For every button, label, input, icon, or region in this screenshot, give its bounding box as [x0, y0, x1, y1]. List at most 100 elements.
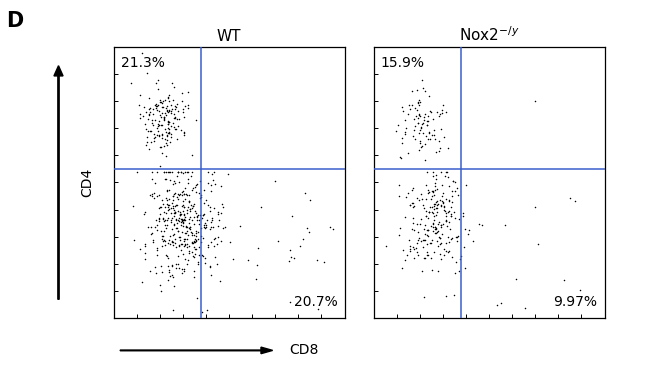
Point: [155, 282, 165, 288]
Point: [187, 169, 197, 174]
Point: [162, 187, 172, 193]
Point: [408, 133, 419, 139]
Point: [530, 204, 540, 210]
Point: [148, 122, 158, 128]
Point: [149, 131, 159, 137]
Point: [431, 176, 441, 182]
Point: [413, 229, 423, 235]
Point: [159, 117, 169, 123]
Point: [437, 231, 447, 237]
Point: [183, 169, 193, 174]
Point: [203, 169, 213, 174]
Point: [198, 212, 208, 218]
Point: [415, 144, 426, 150]
Point: [413, 100, 423, 106]
Point: [453, 268, 463, 274]
Point: [166, 110, 176, 116]
Point: [162, 222, 172, 228]
Point: [159, 209, 169, 215]
Point: [443, 183, 454, 189]
Point: [453, 216, 463, 222]
Point: [191, 228, 202, 234]
Point: [428, 173, 438, 178]
Point: [161, 252, 172, 258]
Point: [147, 191, 157, 197]
Point: [428, 169, 438, 174]
Point: [189, 232, 200, 238]
Point: [413, 100, 423, 105]
Point: [155, 211, 166, 217]
Point: [172, 137, 183, 142]
Point: [164, 269, 174, 275]
Point: [170, 103, 180, 109]
Point: [421, 237, 431, 242]
Point: [164, 108, 174, 114]
Point: [213, 211, 223, 217]
Point: [171, 202, 181, 208]
Point: [179, 114, 189, 119]
Point: [381, 243, 391, 249]
Point: [149, 190, 159, 196]
Point: [175, 211, 185, 217]
Point: [430, 201, 441, 207]
Point: [168, 120, 178, 126]
Point: [427, 220, 437, 226]
Point: [175, 209, 185, 215]
Point: [431, 199, 441, 205]
Point: [189, 254, 200, 260]
Point: [187, 240, 198, 246]
Point: [173, 169, 183, 174]
Point: [142, 128, 153, 134]
Point: [188, 203, 198, 209]
Point: [177, 188, 188, 194]
Point: [177, 199, 188, 204]
Point: [146, 139, 156, 145]
Point: [161, 210, 172, 216]
Point: [176, 169, 186, 174]
Point: [157, 131, 167, 137]
Point: [162, 138, 172, 143]
Point: [441, 110, 451, 115]
Point: [147, 169, 157, 174]
Point: [161, 129, 171, 135]
Point: [189, 221, 200, 227]
Point: [149, 135, 159, 141]
Point: [441, 293, 451, 299]
Point: [172, 123, 183, 129]
Point: [419, 255, 430, 261]
Point: [170, 244, 181, 250]
Point: [207, 215, 217, 221]
Point: [209, 205, 219, 211]
Point: [169, 84, 179, 90]
Point: [430, 183, 440, 189]
Point: [163, 95, 174, 101]
Point: [164, 241, 175, 247]
Point: [412, 87, 423, 93]
Point: [166, 216, 177, 222]
Point: [418, 130, 428, 136]
Text: 9.97%: 9.97%: [554, 295, 597, 310]
Point: [430, 230, 440, 236]
Point: [439, 208, 450, 214]
Point: [425, 204, 436, 210]
Point: [403, 111, 413, 117]
Point: [235, 223, 245, 229]
Point: [425, 240, 436, 246]
Point: [187, 249, 198, 255]
Point: [184, 225, 194, 231]
Point: [161, 225, 172, 231]
Point: [183, 216, 194, 222]
Point: [167, 169, 177, 174]
Point: [423, 93, 434, 99]
Point: [400, 257, 410, 263]
Point: [423, 227, 434, 233]
Point: [450, 259, 461, 265]
Point: [162, 107, 172, 112]
Point: [396, 265, 407, 271]
Point: [441, 213, 451, 219]
Point: [179, 191, 190, 197]
Point: [153, 128, 163, 134]
Point: [415, 141, 425, 146]
Point: [167, 226, 177, 231]
Point: [431, 212, 441, 218]
